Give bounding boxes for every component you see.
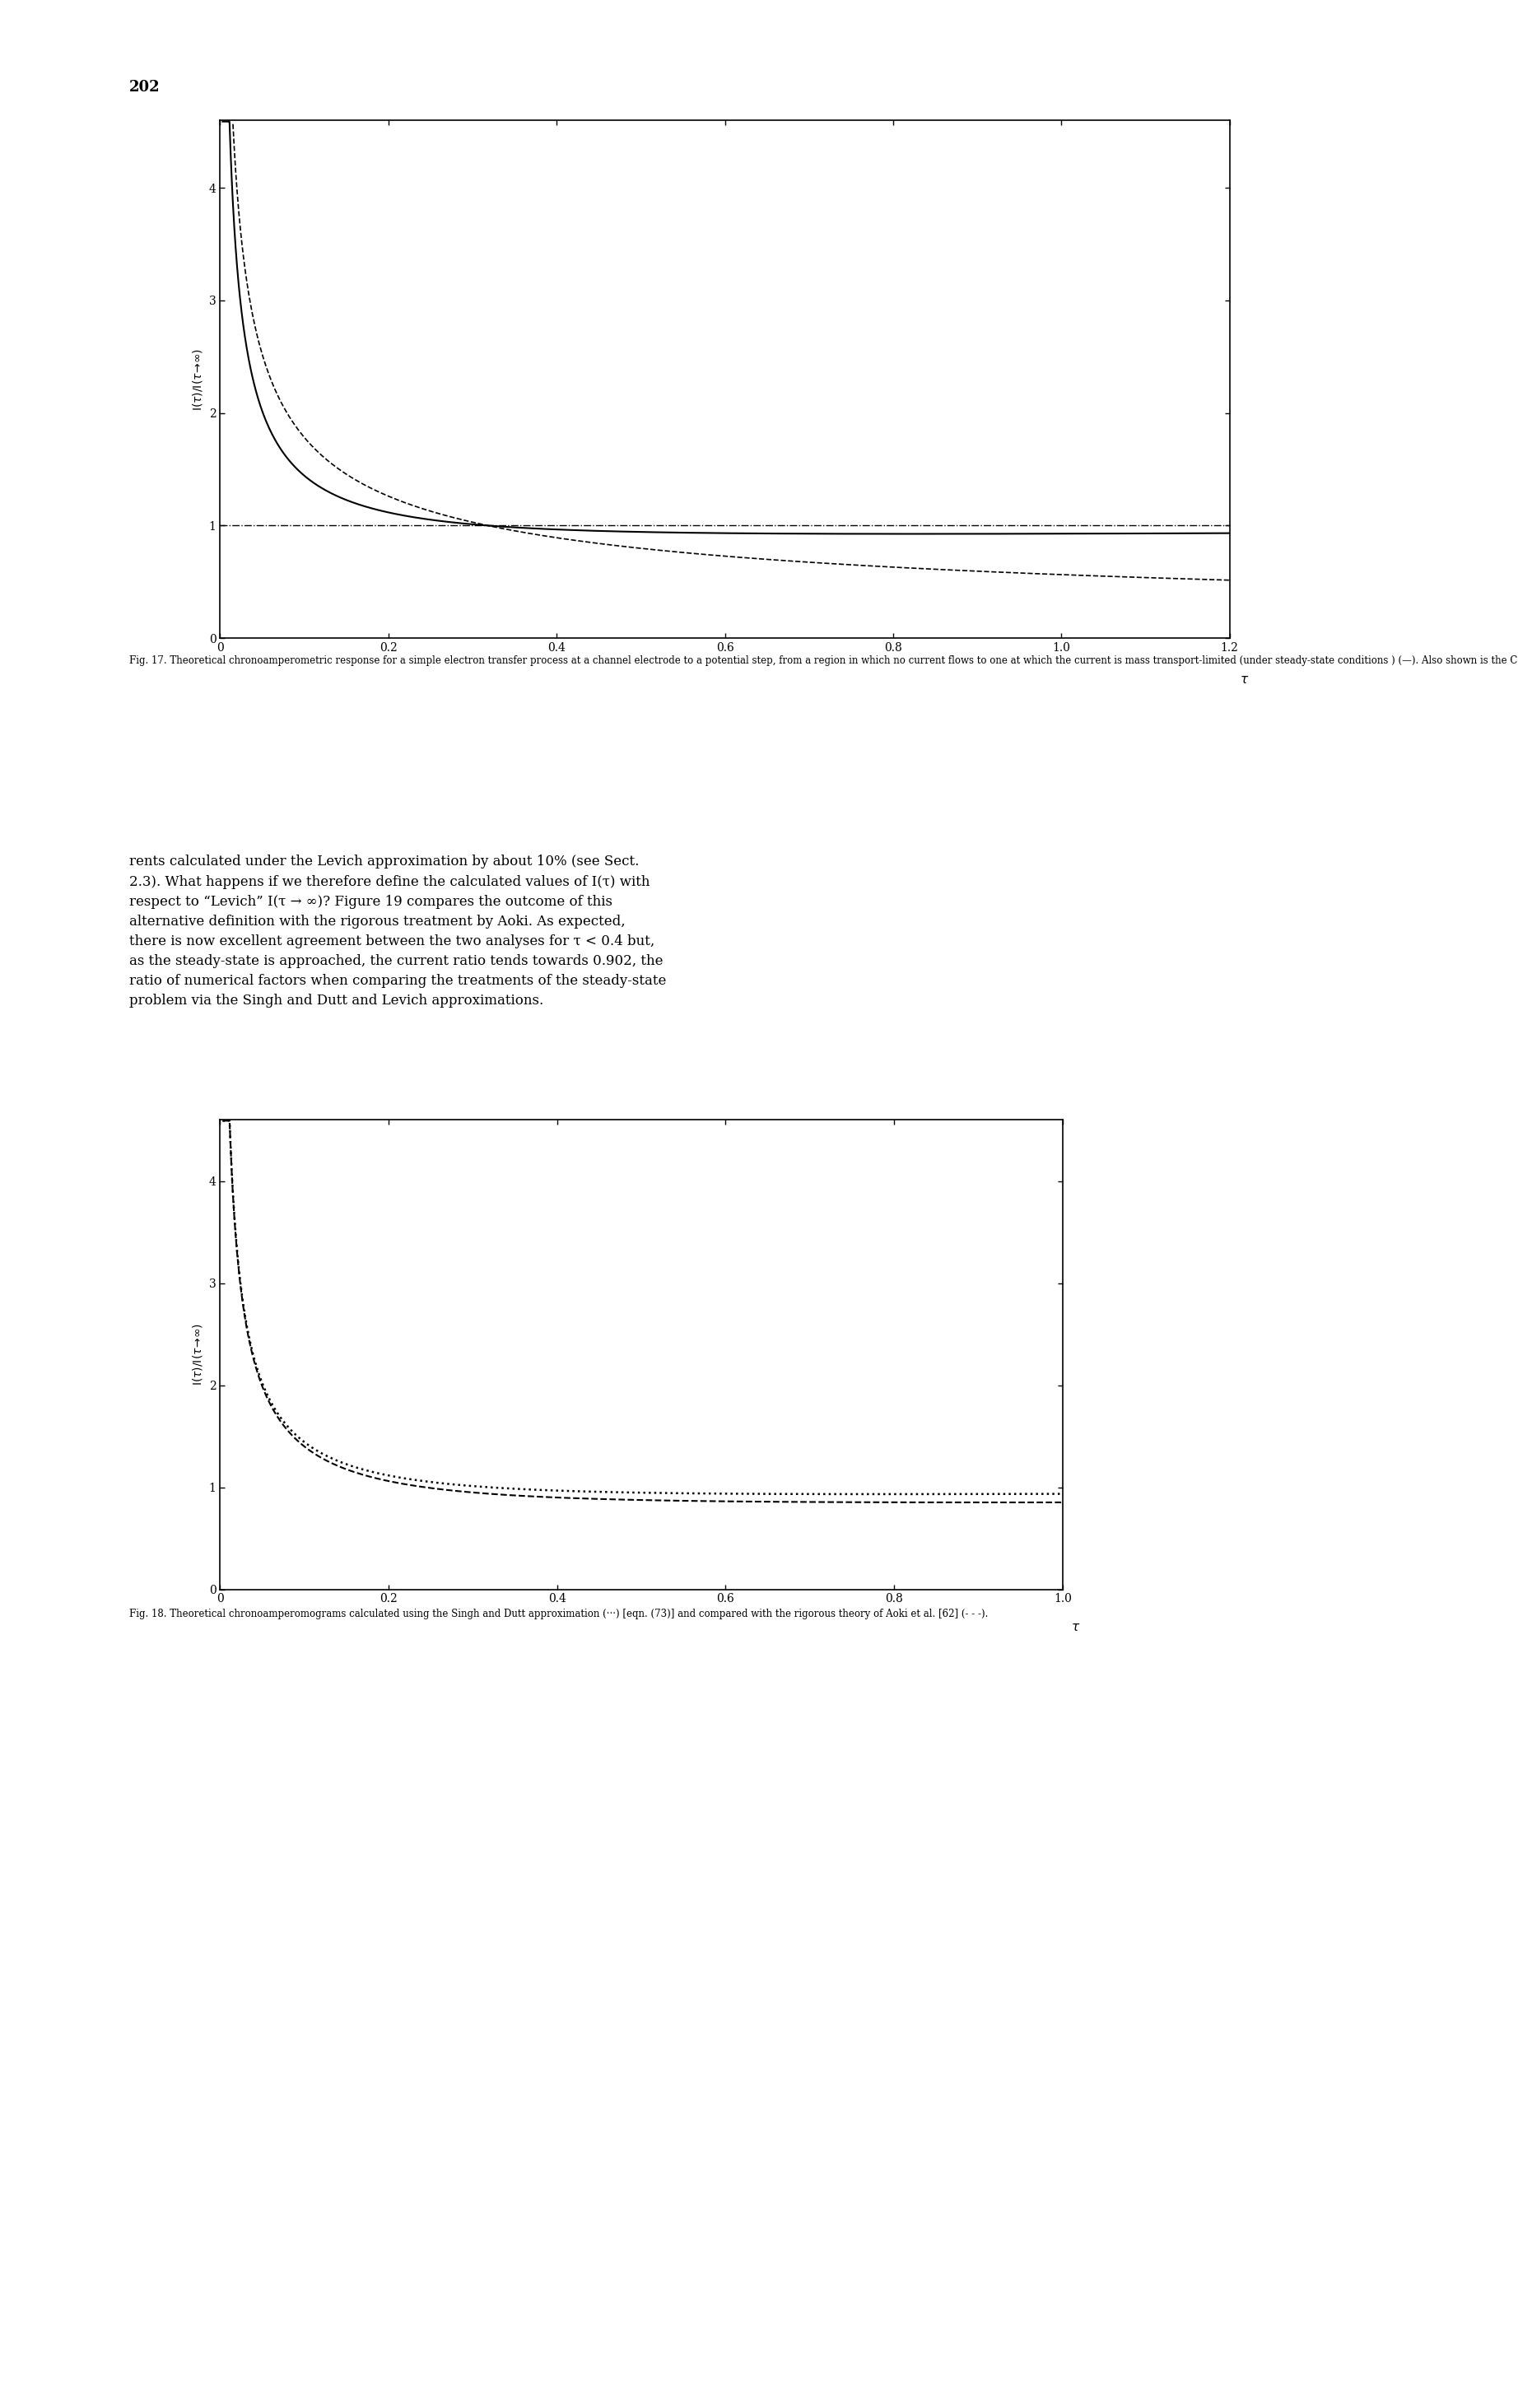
Text: rents calculated under the Levich approximation by about 10% (see Sect.
2.3). Wh: rents calculated under the Levich approx… (129, 855, 666, 1009)
Y-axis label: $\mathrm{I}(\tau)/\mathrm{I}(\tau\!\rightarrow\!\infty)$: $\mathrm{I}(\tau)/\mathrm{I}(\tau\!\righ… (191, 1322, 205, 1387)
Text: Fig. 18. Theoretical chronoamperomograms calculated using the Singh and Dutt app: Fig. 18. Theoretical chronoamperomograms… (129, 1609, 988, 1618)
Text: $\tau$: $\tau$ (1240, 674, 1249, 686)
Text: Fig. 17. Theoretical chronoamperometric response for a simple electron transfer : Fig. 17. Theoretical chronoamperometric … (129, 655, 1518, 665)
Y-axis label: $\mathrm{I}(\tau)/\mathrm{I}(\tau\!\rightarrow\!\infty)$: $\mathrm{I}(\tau)/\mathrm{I}(\tau\!\righ… (191, 347, 205, 412)
Text: 202: 202 (129, 79, 159, 94)
Text: $\tau$: $\tau$ (1072, 1623, 1081, 1633)
